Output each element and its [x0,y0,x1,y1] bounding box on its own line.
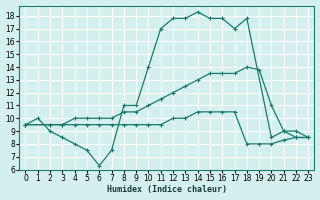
X-axis label: Humidex (Indice chaleur): Humidex (Indice chaleur) [107,185,227,194]
